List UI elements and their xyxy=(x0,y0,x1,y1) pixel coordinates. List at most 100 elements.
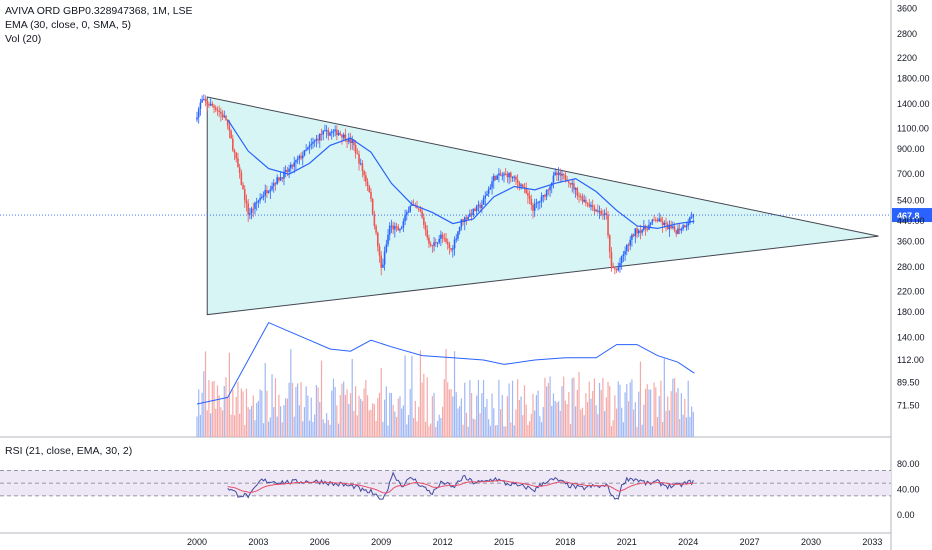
candle-body xyxy=(539,201,541,203)
volume-bar xyxy=(469,379,471,437)
candle-body xyxy=(438,238,440,243)
candle-body xyxy=(199,102,202,109)
volume-bar xyxy=(609,385,611,437)
volume-bar xyxy=(617,381,619,437)
volume-bar xyxy=(319,401,321,437)
candle-body xyxy=(419,209,422,212)
volume-bar xyxy=(494,425,497,437)
volume-bar xyxy=(237,381,239,437)
volume-bar xyxy=(682,414,684,437)
candle-body xyxy=(484,195,487,199)
volume-bar xyxy=(604,411,606,437)
volume-bar xyxy=(517,379,519,437)
candle-body xyxy=(353,140,355,146)
candle-body xyxy=(603,213,606,215)
volume-bar xyxy=(460,398,462,437)
volume-bar xyxy=(675,392,677,437)
volume-bar xyxy=(535,394,538,437)
volume-bar xyxy=(366,395,369,437)
candle-body xyxy=(530,198,533,205)
candle-body xyxy=(450,248,452,250)
volume-bar xyxy=(610,426,613,437)
candle-body xyxy=(511,176,514,178)
candle-body xyxy=(342,134,345,138)
candle-body xyxy=(574,188,577,190)
volume-bar xyxy=(670,391,672,437)
candle-body xyxy=(455,238,458,240)
candle-body xyxy=(344,134,347,141)
candle-body xyxy=(317,138,319,141)
volume-bar xyxy=(486,399,488,437)
volume-bar xyxy=(602,378,604,437)
candle-body xyxy=(431,245,434,247)
volume-bar xyxy=(496,424,498,437)
price-tick-label: 180.00 xyxy=(897,307,925,317)
candle-body xyxy=(395,226,398,228)
volume-bar xyxy=(254,420,256,437)
price-tick-label: 71.50 xyxy=(897,400,920,410)
candle-body xyxy=(682,225,684,229)
volume-bar xyxy=(467,426,469,437)
candle-body xyxy=(629,239,632,246)
candle-body xyxy=(619,263,621,268)
volume-bar xyxy=(528,421,531,437)
volume-bar xyxy=(472,418,474,437)
volume-bar xyxy=(426,377,428,437)
candle-body xyxy=(320,133,323,135)
volume-bar xyxy=(571,378,573,437)
volume-bar xyxy=(285,398,287,437)
volume-bar xyxy=(489,425,491,437)
volume-bar xyxy=(435,426,437,437)
volume-bar xyxy=(266,390,268,437)
price-tick-label: 440.00 xyxy=(897,216,925,226)
volume-bar xyxy=(419,350,422,437)
candle-body xyxy=(510,172,512,178)
candle-body xyxy=(689,217,691,224)
candle-body xyxy=(399,228,401,231)
candle-body xyxy=(196,117,198,120)
candle-body xyxy=(668,225,671,230)
candle-body xyxy=(334,129,336,132)
candle-body xyxy=(216,109,219,111)
volume-bar xyxy=(537,390,539,437)
volume-bar xyxy=(597,414,599,437)
volume-bar xyxy=(588,381,590,437)
volume-bar xyxy=(406,424,408,437)
volume-bar xyxy=(438,414,440,437)
candle-body xyxy=(214,107,217,110)
price-tick-label: 900.00 xyxy=(897,144,925,154)
candle-body xyxy=(542,194,545,197)
volume-bar xyxy=(544,377,546,437)
volume-bar xyxy=(341,383,343,437)
candle-body xyxy=(382,264,384,268)
volume-bar xyxy=(199,414,202,437)
candle-body xyxy=(528,195,531,199)
chart-title: AVIVA ORD GBP0.328947368, 1M, LSE xyxy=(5,5,193,17)
volume-bar xyxy=(470,393,473,437)
candle-body xyxy=(673,226,676,231)
volume-bar xyxy=(455,392,457,437)
volume-bar xyxy=(576,389,578,437)
candle-body xyxy=(426,230,429,238)
volume-bar xyxy=(484,406,486,437)
candle-body xyxy=(254,202,256,209)
candle-body xyxy=(365,175,367,182)
volume-bar xyxy=(692,411,694,437)
volume-bar xyxy=(499,409,502,437)
volume-bar xyxy=(559,410,561,437)
time-tick-label: 2003 xyxy=(248,537,268,547)
candle-body xyxy=(296,158,299,161)
candle-body xyxy=(649,222,652,225)
candle-body xyxy=(525,187,527,194)
candle-body xyxy=(349,137,352,143)
candle-body xyxy=(305,149,307,151)
volume-bar xyxy=(564,400,566,437)
candle-body xyxy=(206,101,209,105)
volume-bar xyxy=(283,405,285,437)
volume-bar xyxy=(380,368,382,437)
candle-body xyxy=(651,219,654,223)
volume-bar xyxy=(216,385,219,437)
candle-body xyxy=(327,130,330,136)
rsi-ma-line xyxy=(227,480,694,494)
